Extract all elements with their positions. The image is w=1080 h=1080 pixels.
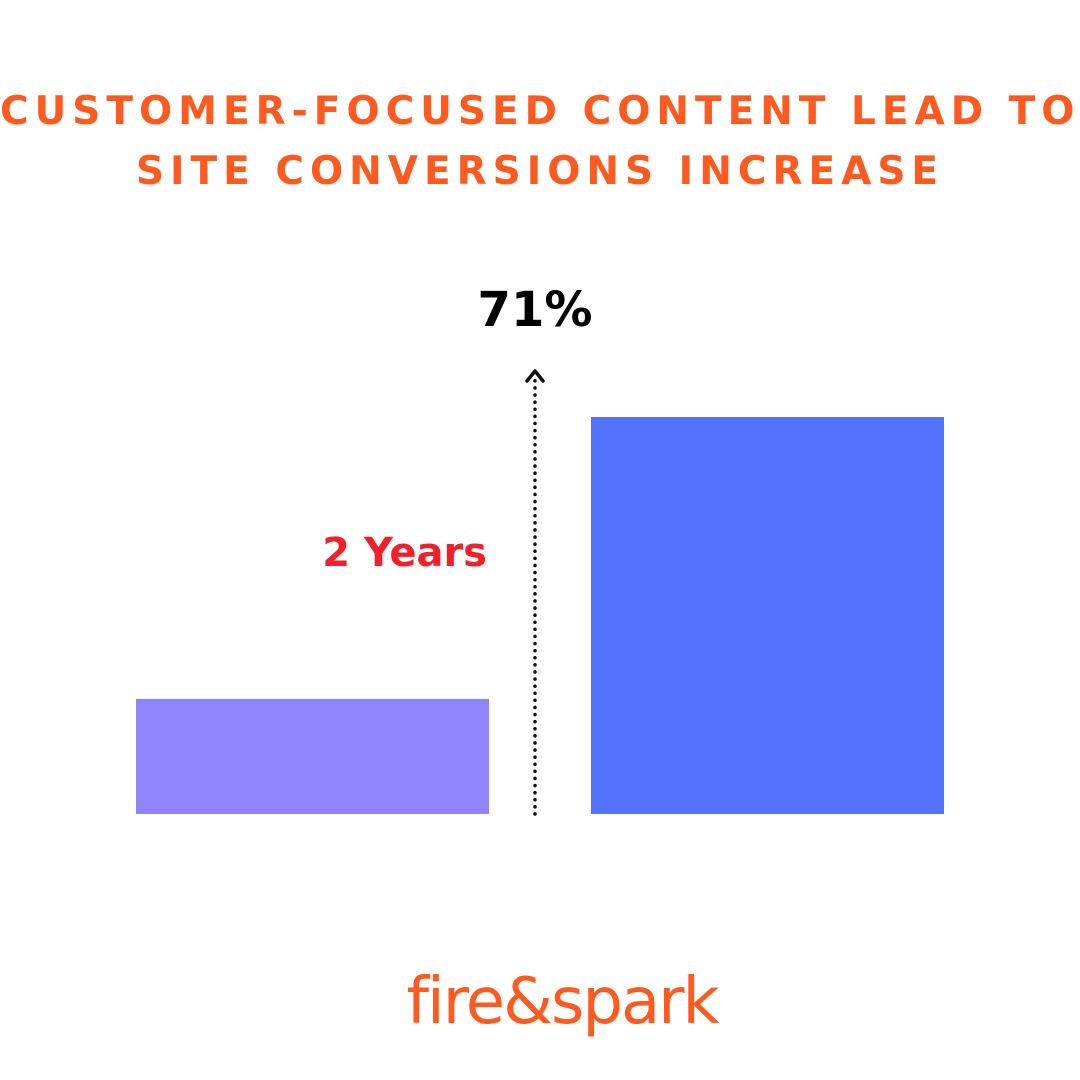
chart-title: CUSTOMER-FOCUSED CONTENT LEAD TO SITE CO…	[0, 82, 1080, 202]
period-label: 2 Years	[322, 530, 487, 576]
title-line-2: SITE CONVERSIONS INCREASE	[135, 149, 945, 194]
bar-2	[591, 417, 944, 814]
arrow-head-icon	[525, 369, 545, 383]
title-line-1: CUSTOMER-FOCUSED CONTENT LEAD TO	[0, 89, 1080, 134]
bars-group	[136, 417, 944, 814]
brand-logo: fire&spark	[406, 965, 719, 1039]
increase-label: 71%	[478, 282, 593, 338]
bar-1	[136, 698, 489, 814]
